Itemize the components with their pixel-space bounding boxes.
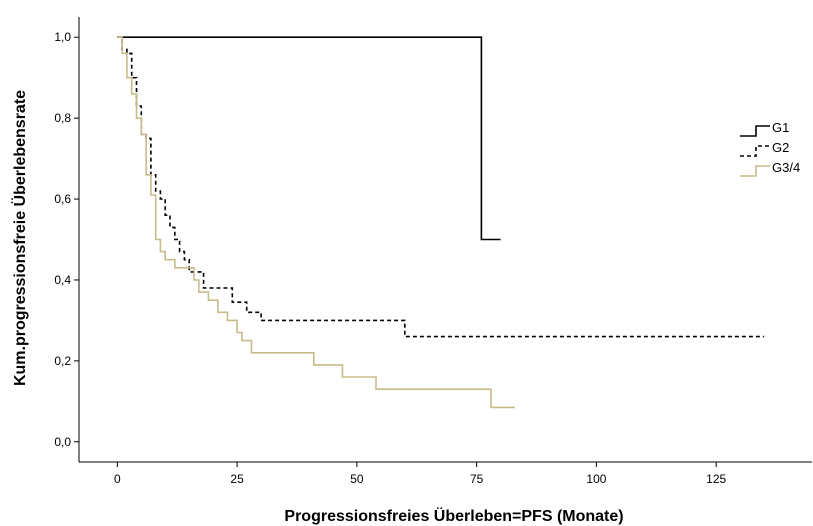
- y-tick-label: 0,6: [54, 192, 71, 206]
- y-tick-label: 1,0: [54, 30, 71, 44]
- legend-swatch-1: [740, 125, 770, 137]
- y-tick-label: 0,2: [54, 354, 71, 368]
- legend-swatch-3: [740, 165, 770, 177]
- x-tick-label: 50: [350, 472, 364, 486]
- y-tick-label: 0,0: [54, 435, 71, 449]
- legend-swatch-2: [740, 145, 770, 157]
- series-line-2: [117, 36, 765, 338]
- series-layer: [117, 36, 765, 409]
- x-tick-label: 25: [230, 472, 244, 486]
- y-tick-label: 0,4: [54, 273, 71, 287]
- x-tick-label: 0: [114, 472, 121, 486]
- x-tick-label: 125: [706, 472, 726, 486]
- legend-label-3: G3/4: [772, 160, 800, 175]
- series-line-3: [117, 36, 515, 409]
- legend: G1 G2 G3/4: [740, 120, 800, 177]
- x-tick-label: 75: [470, 472, 484, 486]
- legend-label-1: G1: [772, 120, 789, 135]
- y-tick-label: 0,8: [54, 111, 71, 125]
- x-tick-label: 100: [586, 472, 606, 486]
- legend-label-2: G2: [772, 140, 789, 155]
- series-line-1: [117, 36, 501, 241]
- x-axis-title: Progressionsfreies Überleben=PFS (Monate…: [284, 506, 623, 525]
- axes: 0 25 50 75 100 125 0,0 0,2 0,4 0,6 0,8 1,0: [54, 17, 812, 486]
- y-axis-title: Kum.progressionsfreie Überlebensrate: [10, 90, 29, 386]
